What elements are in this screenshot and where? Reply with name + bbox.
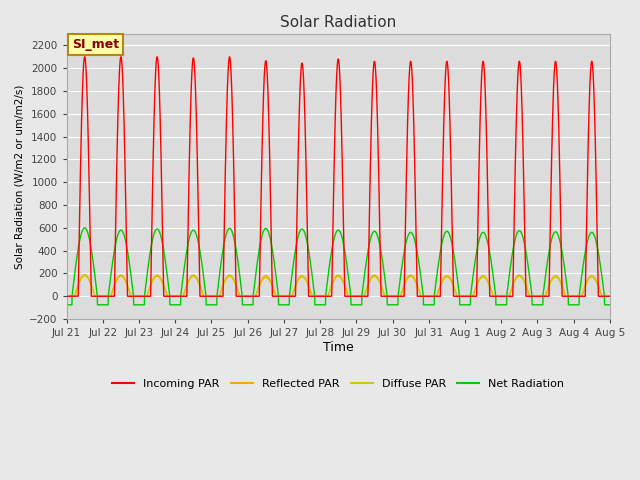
Title: Solar Radiation: Solar Radiation (280, 15, 396, 30)
Y-axis label: Solar Radiation (W/m2 or um/m2/s): Solar Radiation (W/m2 or um/m2/s) (15, 84, 25, 269)
Text: SI_met: SI_met (72, 38, 119, 51)
Legend: Incoming PAR, Reflected PAR, Diffuse PAR, Net Radiation: Incoming PAR, Reflected PAR, Diffuse PAR… (108, 374, 568, 393)
X-axis label: Time: Time (323, 341, 353, 354)
